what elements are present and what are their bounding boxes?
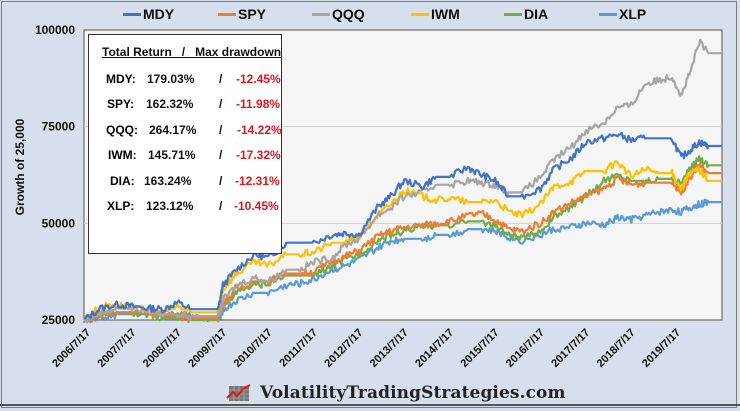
footer-branding: VolatilityTradingStrategies.com: [226, 381, 566, 405]
x-tick-label: 2010/7/17: [232, 327, 275, 370]
separator: /: [219, 72, 223, 86]
x-tick-label: 2007/7/17: [96, 327, 139, 370]
x-tick-label: 2014/7/17: [413, 327, 456, 370]
footer-rule: [0, 404, 740, 406]
max-drawdown: -11.98%: [236, 97, 281, 111]
legend-item-spy: SPY: [218, 6, 266, 22]
stats-row-mdy: MDY: 179.03% / -12.45%: [89, 72, 283, 88]
x-tick-label: 2018/7/17: [595, 327, 638, 370]
x-tick-label: 2008/7/17: [141, 327, 184, 370]
series-line-iwm: [82, 160, 722, 322]
total-return: 123.12%: [146, 199, 194, 213]
stats-title: Total Return / Max drawdown: [102, 45, 282, 59]
stats-row-xlp: XLP: 123.12% / -10.45%: [89, 199, 283, 215]
y-tick-label: 75000: [42, 120, 76, 134]
max-drawdown: -14.22%: [237, 123, 282, 137]
x-tick-label: 2019/7/17: [640, 327, 683, 370]
legend-item-iwm: IWM: [411, 6, 460, 22]
x-tick-label: 2009/7/17: [186, 327, 229, 370]
stats-row-iwm: IWM: 145.71% / -17.32%: [89, 148, 283, 164]
x-tick-label: 2013/7/17: [368, 327, 411, 370]
stats-row-spy: SPY: 162.32% / -11.98%: [89, 97, 283, 113]
ticker: QQQ:: [106, 123, 138, 137]
series-line-mdy: [83, 131, 722, 320]
total-return: 145.71%: [148, 148, 196, 162]
max-drawdown: -10.45%: [234, 199, 279, 213]
legend-label: SPY: [238, 6, 267, 22]
chart-logo-icon: [226, 384, 251, 401]
stats-row-dia: DIA: 163.24% / -12.31%: [89, 174, 283, 190]
legend-item-qqq: QQQ: [312, 6, 365, 22]
legend-item-dia: DIA: [504, 6, 548, 22]
total-return: 163.24%: [144, 174, 192, 188]
legend-label: QQQ: [332, 6, 365, 22]
x-tick-label: 2012/7/17: [322, 327, 365, 370]
y-axis-ticks: 25000 50000 75000 100000: [35, 23, 75, 327]
separator: /: [219, 148, 223, 162]
legend-label: IWM: [431, 6, 460, 22]
separator: /: [219, 199, 223, 213]
legend-swatch: [411, 12, 429, 16]
stats-box: Total Return / Max drawdown MDY: 179.03%…: [88, 34, 282, 254]
legend-swatch: [218, 12, 236, 16]
legend-swatch: [123, 12, 141, 16]
ticker: IWM:: [108, 148, 137, 162]
legend-item-mdy: MDY: [123, 6, 174, 22]
ticker: DIA:: [110, 174, 135, 188]
site-name: VolatilityTradingStrategies.com: [260, 383, 566, 403]
ticker: XLP:: [107, 199, 135, 213]
max-drawdown: -12.45%: [236, 72, 281, 86]
series-lines: [82, 38, 722, 324]
series-line-dia: [82, 155, 722, 324]
x-tick-label: 2016/7/17: [504, 327, 547, 370]
separator: /: [219, 174, 223, 188]
y-axis-label: Growth of 25,000: [13, 118, 27, 216]
separator: /: [219, 123, 223, 137]
legend-label: XLP: [619, 6, 647, 22]
y-tick-label: 25000: [42, 313, 76, 327]
stats-row-qqq: QQQ: 264.17% / -14.22%: [89, 123, 283, 139]
series-line-qqq: [83, 38, 722, 322]
legend-item-xlp: XLP: [599, 6, 646, 22]
x-tick-label: 2017/7/17: [549, 327, 592, 370]
series-line-spy: [83, 162, 722, 324]
legend-swatch: [504, 12, 522, 16]
separator: /: [219, 97, 223, 111]
total-return: 162.32%: [146, 97, 194, 111]
x-axis-ticks: 2006/7/17 2007/7/17 2008/7/17 2009/7/17 2010…: [50, 327, 683, 370]
ticker: SPY:: [107, 97, 135, 111]
max-drawdown: -17.32%: [236, 148, 281, 162]
y-tick-label: 100000: [35, 23, 75, 37]
total-return: 264.17%: [149, 123, 197, 137]
total-return: 179.03%: [147, 72, 195, 86]
legend-label: DIA: [524, 6, 549, 22]
legend-swatch: [312, 12, 330, 16]
legend-label: MDY: [143, 6, 175, 22]
max-drawdown: -12.31%: [235, 174, 280, 188]
x-tick-label: 2006/7/17: [50, 327, 93, 370]
x-tick-label: 2011/7/17: [277, 327, 320, 370]
legend-swatch: [599, 12, 617, 16]
ticker: MDY:: [106, 72, 136, 86]
y-tick-label: 50000: [42, 216, 76, 230]
x-tick-label: 2015/7/17: [459, 327, 502, 370]
legend: MDY SPY QQQ IWM DIA XLP: [0, 6, 740, 26]
